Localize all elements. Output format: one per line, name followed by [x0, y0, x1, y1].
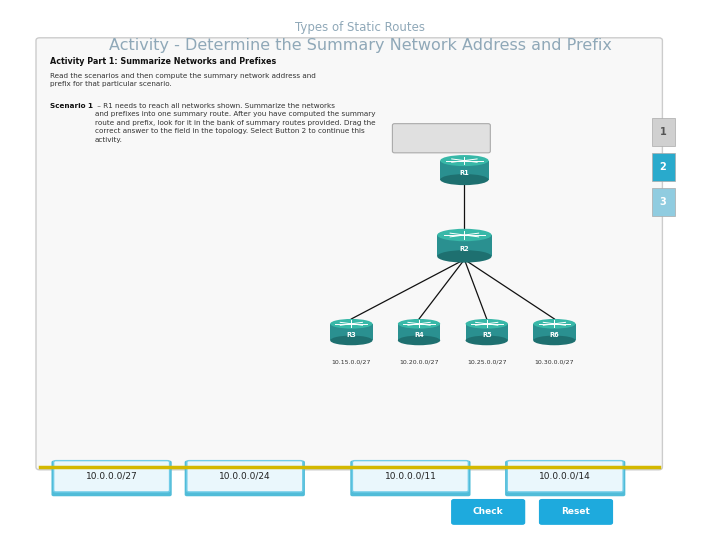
Bar: [534, 324, 575, 340]
FancyBboxPatch shape: [652, 118, 675, 146]
FancyBboxPatch shape: [350, 461, 471, 496]
Ellipse shape: [437, 229, 492, 241]
Bar: [440, 160, 489, 180]
FancyBboxPatch shape: [36, 38, 662, 470]
Text: R3: R3: [346, 332, 356, 338]
FancyBboxPatch shape: [184, 461, 305, 496]
Text: R6: R6: [549, 332, 559, 338]
Text: R2: R2: [459, 246, 469, 252]
FancyBboxPatch shape: [539, 499, 613, 525]
FancyBboxPatch shape: [505, 461, 625, 496]
Text: – R1 needs to reach all networks shown. Summarize the networks
and prefixes into: – R1 needs to reach all networks shown. …: [95, 103, 376, 143]
FancyBboxPatch shape: [187, 461, 302, 492]
Text: Activity Part 1: Summarize Networks and Prefixes: Activity Part 1: Summarize Networks and …: [50, 57, 276, 66]
Bar: [437, 235, 492, 256]
Ellipse shape: [330, 319, 372, 329]
Ellipse shape: [440, 174, 489, 185]
Text: Read the scenarios and then compute the summary network address and
prefix for t: Read the scenarios and then compute the …: [50, 73, 316, 87]
Text: 10.0.0.0/27: 10.0.0.0/27: [86, 472, 138, 481]
Ellipse shape: [330, 335, 372, 345]
Ellipse shape: [466, 335, 508, 345]
Bar: [398, 324, 440, 340]
Bar: [330, 324, 372, 340]
FancyBboxPatch shape: [507, 461, 624, 492]
Ellipse shape: [437, 250, 492, 262]
Text: R1: R1: [459, 170, 469, 176]
Text: R5: R5: [482, 332, 492, 338]
FancyBboxPatch shape: [451, 499, 526, 525]
Text: 10.25.0.0/27: 10.25.0.0/27: [467, 359, 506, 364]
FancyBboxPatch shape: [652, 153, 675, 181]
Text: 10.0.0.0/14: 10.0.0.0/14: [539, 472, 591, 481]
Ellipse shape: [466, 319, 508, 329]
Text: 10.15.0.0/27: 10.15.0.0/27: [332, 359, 371, 364]
Text: 2: 2: [660, 162, 667, 172]
Text: 3: 3: [660, 197, 667, 207]
Ellipse shape: [440, 155, 489, 166]
FancyBboxPatch shape: [652, 188, 675, 216]
Text: Check: Check: [473, 508, 503, 516]
Text: Reset: Reset: [562, 508, 590, 516]
FancyBboxPatch shape: [392, 124, 490, 153]
Text: Types of Static Routes: Types of Static Routes: [295, 21, 425, 33]
Text: 10.0.0.0/11: 10.0.0.0/11: [384, 472, 436, 481]
Text: 10.30.0.0/27: 10.30.0.0/27: [535, 359, 574, 364]
Text: Activity - Determine the Summary Network Address and Prefix: Activity - Determine the Summary Network…: [109, 38, 611, 53]
Ellipse shape: [534, 335, 575, 345]
FancyBboxPatch shape: [53, 461, 170, 492]
Bar: [466, 324, 508, 340]
Text: 1: 1: [660, 127, 667, 137]
Text: R4: R4: [414, 332, 424, 338]
Text: 10.0.0.0/24: 10.0.0.0/24: [219, 472, 271, 481]
Ellipse shape: [534, 319, 575, 329]
Ellipse shape: [398, 335, 440, 345]
Text: Scenario 1: Scenario 1: [50, 103, 94, 109]
FancyBboxPatch shape: [352, 461, 468, 492]
Text: 10.20.0.0/27: 10.20.0.0/27: [400, 359, 438, 364]
Ellipse shape: [398, 319, 440, 329]
FancyBboxPatch shape: [52, 461, 172, 496]
